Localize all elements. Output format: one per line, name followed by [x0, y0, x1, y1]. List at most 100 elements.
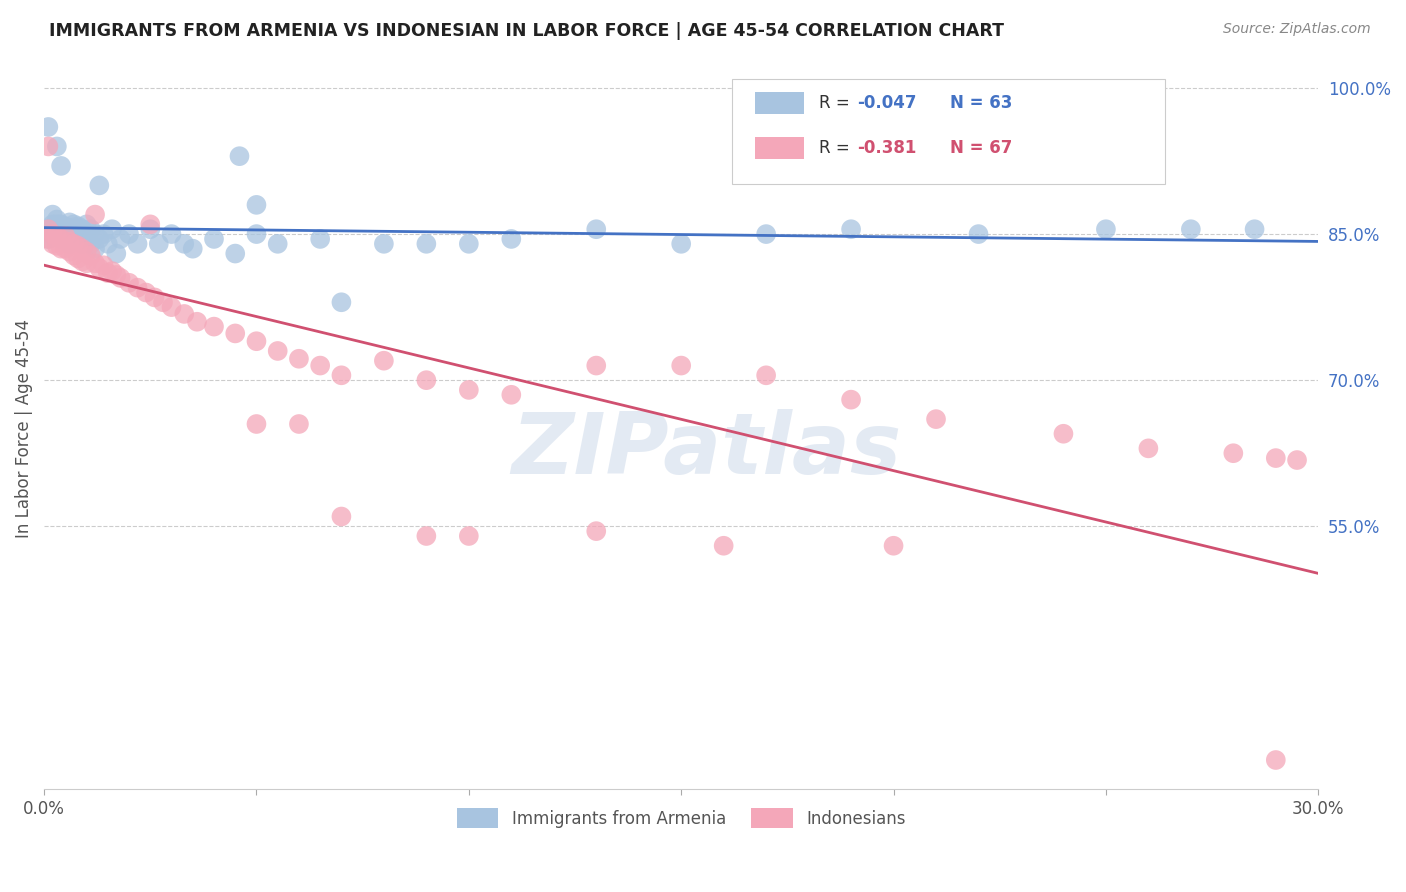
Point [330, 509, 353, 524]
Point [309, 232, 332, 246]
Point [58, 236, 80, 251]
Point [152, 295, 174, 310]
Text: -0.047: -0.047 [858, 95, 917, 112]
Point [63, 248, 86, 262]
Point [173, 236, 195, 251]
Point [1264, 451, 1286, 466]
Point [41, 236, 63, 251]
Point [37, 139, 59, 153]
Point [45, 139, 67, 153]
Point [41, 227, 63, 241]
Point [1264, 753, 1286, 767]
Point [288, 417, 311, 431]
Point [67, 219, 90, 234]
Point [89, 232, 111, 246]
Point [63, 218, 86, 232]
Point [37, 232, 59, 246]
Point [139, 218, 162, 232]
Point [37, 232, 59, 246]
Point [101, 264, 124, 278]
Point [839, 392, 862, 407]
Point [101, 222, 124, 236]
Point [49, 232, 72, 246]
Point [330, 368, 353, 383]
Point [63, 222, 86, 236]
Point [53, 225, 76, 239]
Point [585, 222, 607, 236]
Point [49, 218, 72, 232]
Point [181, 242, 204, 256]
Point [288, 351, 311, 366]
Point [76, 218, 98, 232]
Point [76, 256, 98, 270]
Point [72, 254, 94, 268]
Point [105, 246, 128, 260]
Point [202, 319, 225, 334]
FancyBboxPatch shape [733, 79, 1166, 184]
Point [245, 227, 267, 241]
Point [457, 236, 479, 251]
Point [669, 236, 692, 251]
Point [49, 242, 72, 256]
Point [1286, 453, 1309, 467]
Point [45, 212, 67, 227]
Point [148, 236, 170, 251]
Point [245, 417, 267, 431]
Point [49, 159, 72, 173]
Point [37, 222, 59, 236]
Point [84, 256, 107, 270]
Point [37, 227, 59, 241]
Text: -0.381: -0.381 [858, 139, 917, 157]
Point [173, 307, 195, 321]
Point [1095, 222, 1118, 236]
Point [37, 120, 59, 134]
Point [245, 334, 267, 349]
Point [228, 149, 250, 163]
Point [110, 232, 132, 246]
Text: R =: R = [818, 139, 855, 157]
Point [755, 227, 778, 241]
Text: N = 67: N = 67 [950, 139, 1012, 157]
Point [118, 276, 141, 290]
Point [127, 236, 149, 251]
Point [186, 315, 208, 329]
Point [80, 222, 103, 236]
Point [84, 208, 107, 222]
Text: R =: R = [818, 95, 855, 112]
Point [53, 242, 76, 256]
Point [76, 227, 98, 241]
Point [45, 218, 67, 232]
Point [49, 232, 72, 246]
Point [41, 208, 63, 222]
Point [925, 412, 948, 426]
Point [67, 252, 90, 266]
Point [72, 222, 94, 236]
Point [143, 290, 166, 304]
Point [58, 235, 80, 249]
Text: N = 63: N = 63 [950, 95, 1012, 112]
Point [1222, 446, 1244, 460]
Point [415, 236, 437, 251]
FancyBboxPatch shape [755, 92, 803, 114]
Point [415, 529, 437, 543]
Point [135, 285, 157, 300]
Point [45, 222, 67, 236]
Point [67, 229, 90, 244]
Point [97, 236, 120, 251]
Point [49, 222, 72, 236]
Point [1137, 442, 1160, 456]
Point [53, 229, 76, 244]
Point [755, 368, 778, 383]
Point [105, 268, 128, 282]
Point [45, 227, 67, 241]
Point [89, 261, 111, 276]
Point [63, 232, 86, 246]
Point [97, 266, 120, 280]
Point [245, 198, 267, 212]
Point [58, 221, 80, 235]
Point [330, 295, 353, 310]
Point [373, 236, 395, 251]
Y-axis label: In Labor Force | Age 45-54: In Labor Force | Age 45-54 [15, 319, 32, 539]
Point [93, 258, 115, 272]
Point [967, 227, 990, 241]
